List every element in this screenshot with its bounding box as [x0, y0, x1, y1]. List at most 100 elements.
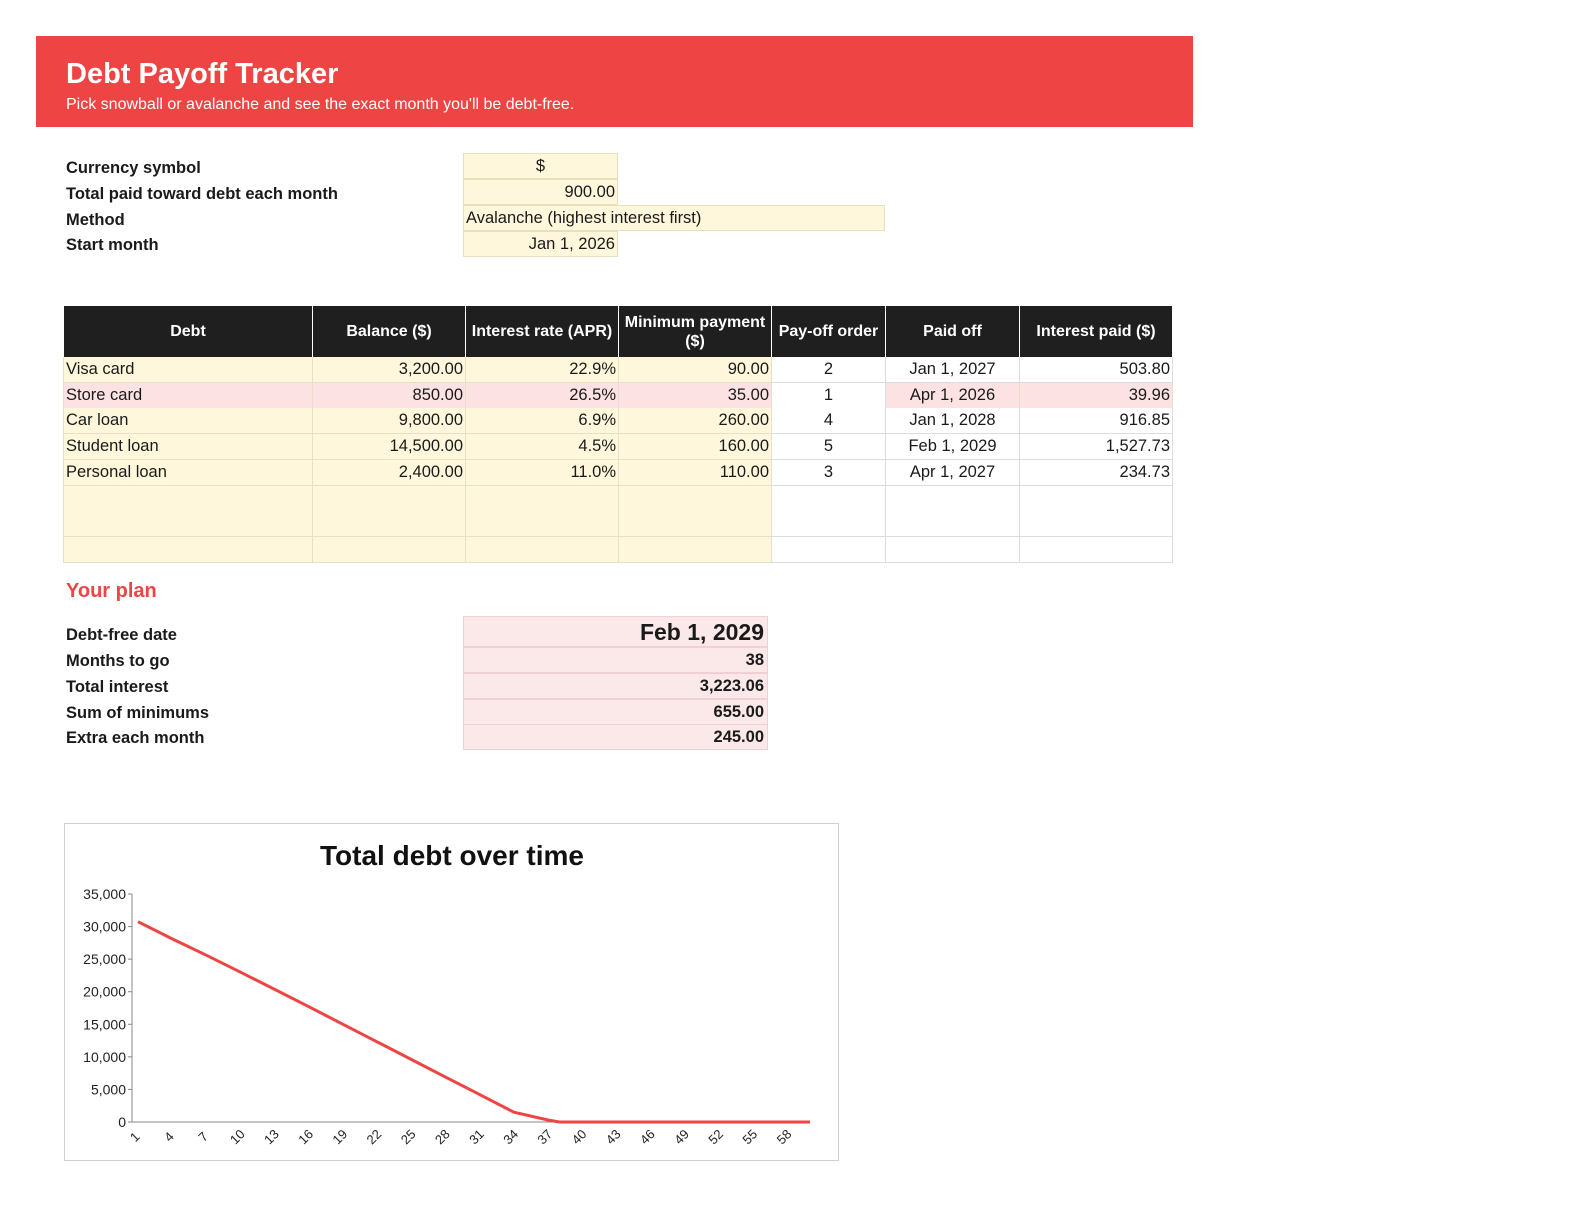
header-banner: Debt Payoff Tracker Pick snowball or ava… — [36, 36, 1193, 127]
table-cell — [1020, 511, 1173, 538]
y-tick-label: 20,000 — [83, 984, 126, 1000]
table-cell — [1020, 536, 1173, 563]
method-select[interactable]: Avalanche (highest interest first) — [463, 205, 885, 231]
plan-heading: Your plan — [66, 580, 157, 602]
table-cell[interactable]: 11.0% — [466, 459, 619, 486]
chart-axes: 0 5,000 10,000 15,000 20,000 25,000 30,000 35,0… — [83, 886, 810, 1147]
table-cell — [886, 485, 1020, 512]
x-tick-label: 10 — [227, 1126, 248, 1147]
table-cell[interactable]: Student loan — [64, 434, 313, 461]
table-cell: Feb 1, 2029 — [886, 434, 1020, 461]
y-tick-label: 25,000 — [83, 951, 126, 967]
table-cell[interactable]: Visa card — [64, 357, 313, 383]
table-cell[interactable] — [313, 511, 466, 538]
column-header: Pay-off order — [772, 306, 886, 357]
table-cell[interactable] — [466, 485, 619, 512]
column-header: Interest paid ($) — [1020, 306, 1173, 357]
table-cell: Apr 1, 2026 — [886, 382, 1020, 409]
extra-each-month-value: 245.00 — [463, 724, 768, 750]
x-tick-label: 1 — [127, 1129, 143, 1145]
x-tick-label: 43 — [603, 1126, 624, 1147]
table-left-border — [63, 357, 64, 563]
table-cell[interactable] — [64, 536, 313, 563]
y-tick-label: 35,000 — [83, 886, 126, 902]
table-cell[interactable]: Car loan — [64, 408, 313, 435]
x-tick-label: 40 — [569, 1126, 590, 1147]
table-cell[interactable]: 35.00 — [619, 382, 772, 409]
monthly-payment-input[interactable]: 900.00 — [463, 179, 618, 205]
y-tick-label: 15,000 — [83, 1016, 126, 1032]
table-cell — [1020, 485, 1173, 512]
table-cell: 3 — [772, 459, 886, 486]
table-cell[interactable]: 6.9% — [466, 408, 619, 435]
chart-lines — [137, 920, 810, 1124]
table-cell[interactable]: 2,400.00 — [313, 459, 466, 486]
table-cell[interactable] — [619, 485, 772, 512]
table-cell[interactable]: 26.5% — [466, 382, 619, 409]
table-cell[interactable]: 4.5% — [466, 434, 619, 461]
table-cell[interactable] — [466, 536, 619, 563]
table-cell[interactable] — [313, 485, 466, 512]
table-cell — [772, 536, 886, 563]
table-cell[interactable]: Store card — [64, 382, 313, 409]
table-cell[interactable] — [64, 485, 313, 512]
table-cell: 916.85 — [1020, 408, 1173, 435]
table-cell: Apr 1, 2027 — [886, 459, 1020, 486]
table-cell — [886, 511, 1020, 538]
table-cell: 1 — [772, 382, 886, 409]
table-cell[interactable]: 850.00 — [313, 382, 466, 409]
table-cell: 1,527.73 — [1020, 434, 1173, 461]
table-cell: 5 — [772, 434, 886, 461]
currency-symbol-label: Currency symbol — [66, 159, 201, 177]
y-tick-label: 5,000 — [91, 1081, 126, 1097]
x-tick-label: 55 — [739, 1126, 760, 1147]
x-tick-label: 34 — [500, 1126, 521, 1147]
table-cell[interactable]: 260.00 — [619, 408, 772, 435]
table-cell[interactable] — [313, 536, 466, 563]
table-cell: 4 — [772, 408, 886, 435]
table-cell[interactable]: 160.00 — [619, 434, 772, 461]
table-cell[interactable] — [619, 536, 772, 563]
start-month-input[interactable]: Jan 1, 2026 — [463, 231, 618, 257]
table-cell[interactable]: 3,200.00 — [313, 357, 466, 383]
table-cell[interactable] — [466, 511, 619, 538]
x-tick-label: 7 — [195, 1129, 211, 1145]
sum-of-minimums-label: Sum of minimums — [66, 704, 210, 722]
y-tick-label: 10,000 — [83, 1049, 126, 1065]
column-header: Paid off — [886, 306, 1020, 357]
column-header: Interest rate (APR) — [466, 306, 619, 357]
table-cell[interactable]: 90.00 — [619, 357, 772, 383]
debt-chart-svg: Total debt over time 0 5,000 10,000 15,000 2… — [83, 840, 810, 1147]
x-tick-label: 31 — [466, 1126, 487, 1147]
debt-free-date-label: Debt-free date — [66, 626, 177, 644]
table-cell[interactable]: 110.00 — [619, 459, 772, 486]
table-cell[interactable]: 9,800.00 — [313, 408, 466, 435]
debt-chart: Total debt over time 0 5,000 10,000 15,000 2… — [64, 823, 839, 1161]
table-cell — [772, 511, 886, 538]
x-tick-label: 58 — [774, 1126, 795, 1147]
table-cell[interactable] — [619, 511, 772, 538]
x-tick-label: 19 — [329, 1126, 350, 1147]
method-label: Method — [66, 211, 125, 229]
table-cell[interactable]: Personal loan — [64, 459, 313, 486]
column-header: Debt — [64, 306, 313, 357]
table-cell[interactable]: 14,500.00 — [313, 434, 466, 461]
x-tick-label: 37 — [534, 1126, 555, 1147]
sum-of-minimums-value: 655.00 — [463, 699, 768, 725]
currency-symbol-input[interactable]: $ — [463, 153, 618, 179]
total-interest-value: 3,223.06 — [463, 673, 768, 699]
x-tick-label: 16 — [295, 1126, 316, 1147]
extra-each-month-label: Extra each month — [66, 729, 205, 747]
x-tick-label: 28 — [432, 1126, 453, 1147]
page-title: Debt Payoff Tracker — [66, 58, 339, 90]
x-tick-label: 52 — [705, 1126, 726, 1147]
x-tick-label: 4 — [161, 1129, 177, 1145]
table-cell[interactable] — [64, 511, 313, 538]
months-to-go-label: Months to go — [66, 652, 170, 670]
table-cell: 39.96 — [1020, 382, 1173, 409]
table-cell[interactable]: 22.9% — [466, 357, 619, 383]
table-cell: 234.73 — [1020, 459, 1173, 486]
x-tick-label: 25 — [398, 1126, 419, 1147]
table-cell: 503.80 — [1020, 357, 1173, 383]
x-tick-label: 46 — [637, 1126, 658, 1147]
